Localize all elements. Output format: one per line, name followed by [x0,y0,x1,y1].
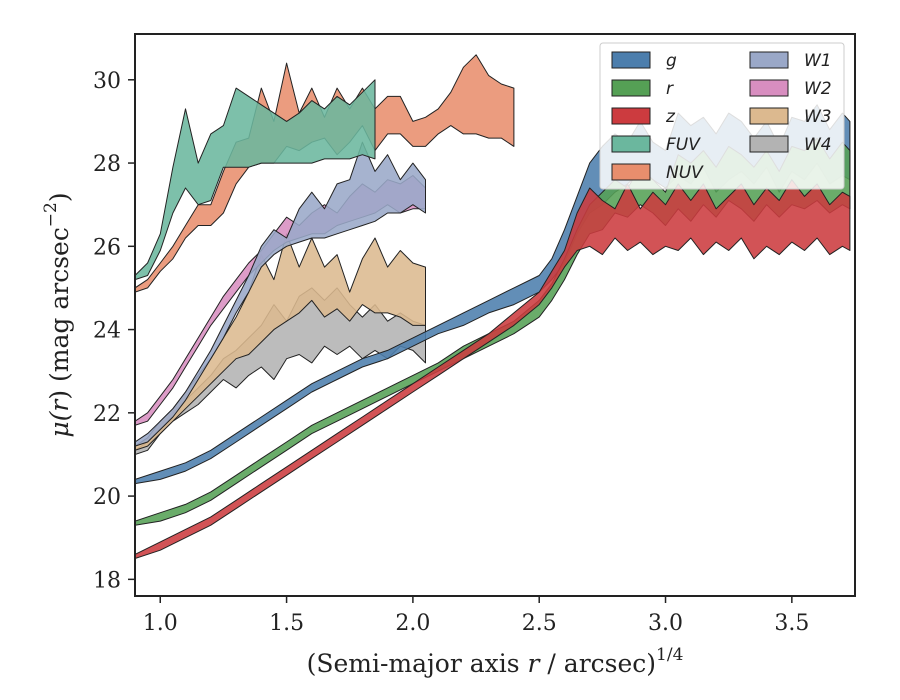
x-tick-label: 2.5 [522,611,557,636]
y-axis-ticks: 18 20 22 24 26 28 30 [93,69,135,593]
y-tick-label: 22 [93,402,121,427]
x-tick-label: 1.5 [269,611,304,636]
y-tick-label: 28 [93,152,121,177]
legend-swatch-w4 [749,135,789,153]
legend-label-r: r [666,79,674,99]
band-g [135,104,851,485]
legend-swatch-g [611,51,651,69]
y-tick-label: 26 [93,235,121,260]
legend-swatch-z [611,107,651,125]
x-tick-label: 2.0 [395,611,430,636]
y-tick-label: 18 [93,568,121,593]
band-w1 [135,141,426,447]
legend-label-nuv: NUV [666,163,704,183]
x-axis-ticks: 1.0 1.5 2.0 2.5 3.0 3.5 [143,596,809,636]
legend-swatch-w3 [749,107,789,125]
legend-label-fuv: FUV [666,135,701,155]
legend-swatch-nuv [611,163,651,181]
legend-label-w2: W2 [804,79,832,99]
y-tick-label: 30 [93,69,121,94]
legend-swatch-w2 [749,79,789,97]
legend-swatch-r [611,79,651,97]
legend: grz FUV NUV W1 W2 W3 W4 [599,42,845,190]
y-axis-title: μ(r) (mag arcsec−2) [41,192,74,437]
band-r [135,137,851,526]
plot-frame [134,33,856,597]
legend-label-g: g [666,51,677,71]
legend-label-z: z [665,107,676,127]
x-tick-label: 1.0 [143,611,178,636]
profile-bands [135,54,851,559]
legend-swatch-fuv [611,135,651,153]
legend-label-w4: W4 [804,135,832,155]
legend-label-w1: W1 [804,51,832,71]
y-tick-label: 20 [93,485,121,510]
legend-label-w3: W3 [804,107,832,127]
x-tick-label: 3.5 [774,611,809,636]
band-z [135,179,851,559]
x-axis-title: (Semi-major axis r / arcsec)1/4 [307,645,684,678]
band-fuv [135,79,376,281]
x-tick-label: 3.0 [648,611,683,636]
y-tick-label: 24 [93,319,121,344]
legend-swatch-w1 [749,51,789,69]
